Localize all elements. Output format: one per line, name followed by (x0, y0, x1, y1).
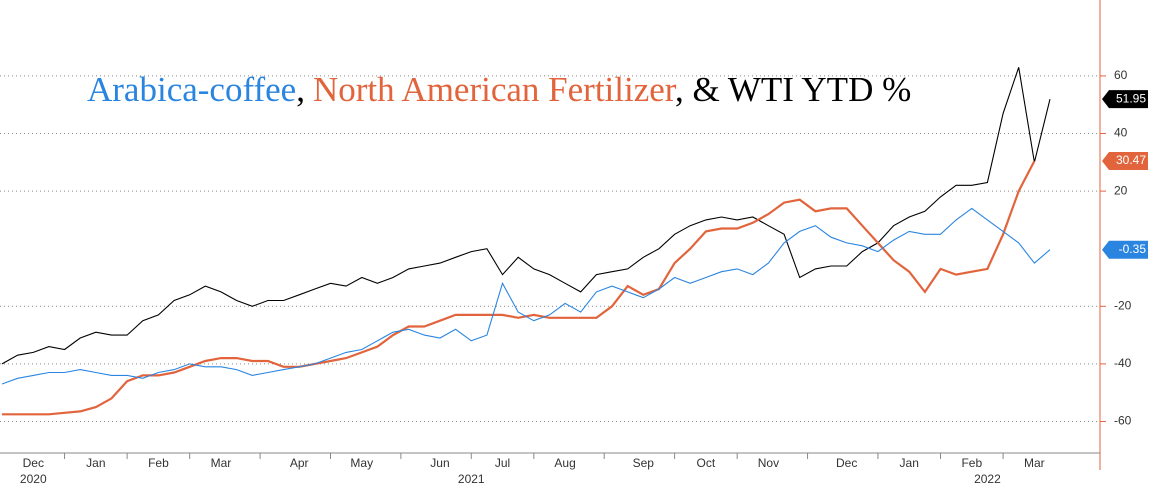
x-tick-label: Aug (554, 456, 575, 470)
x-tick-label: Sep (633, 456, 655, 470)
x-tick-label: Jun (430, 456, 449, 470)
title-part: North American Fertilizer (313, 70, 677, 109)
x-tick-label: Nov (758, 456, 779, 470)
x-year-label: 2022 (974, 472, 1001, 486)
y-tick-label: -40 (1114, 356, 1132, 370)
value-label: -0.35 (1119, 242, 1147, 256)
x-tick-label: Dec (836, 456, 857, 470)
x-tick-label: Mar (211, 456, 232, 470)
x-tick-label: Feb (148, 456, 169, 470)
y-tick-label: 60 (1114, 68, 1128, 82)
x-tick-label: Mar (1024, 456, 1045, 470)
x-tick-label: Jan (900, 456, 919, 470)
value-label: 51.95 (1116, 91, 1146, 105)
x-tick-label: Dec (23, 456, 44, 470)
x-tick-label: Apr (290, 456, 309, 470)
series-line (1, 207, 1051, 385)
value-badge (1102, 240, 1148, 259)
title-part: , (296, 70, 305, 109)
title-part: Arabica-coffee (87, 70, 296, 109)
x-tick-label: Jan (86, 456, 105, 470)
y-tick-label: -60 (1114, 414, 1132, 428)
x-year-label: 2020 (20, 472, 47, 486)
x-tick-label: Jul (495, 456, 510, 470)
value-badge (1102, 151, 1148, 170)
x-tick-label: Feb (961, 456, 982, 470)
series-line (1, 67, 1051, 365)
value-label: 30.47 (1116, 153, 1146, 167)
x-year-label: 2021 (458, 472, 485, 486)
x-tick-label: May (350, 456, 373, 470)
y-tick-label: 40 (1114, 126, 1128, 140)
chart-title: Arabica-coffee, North American Fertilizer… (87, 70, 911, 109)
title-part: , & WTI YTD % (675, 70, 911, 109)
value-badge (1102, 90, 1148, 109)
series-line (2, 160, 1036, 416)
y-tick-label: -20 (1114, 298, 1132, 312)
x-tick-label: Oct (697, 456, 716, 470)
y-tick-label: 20 (1114, 183, 1128, 197)
